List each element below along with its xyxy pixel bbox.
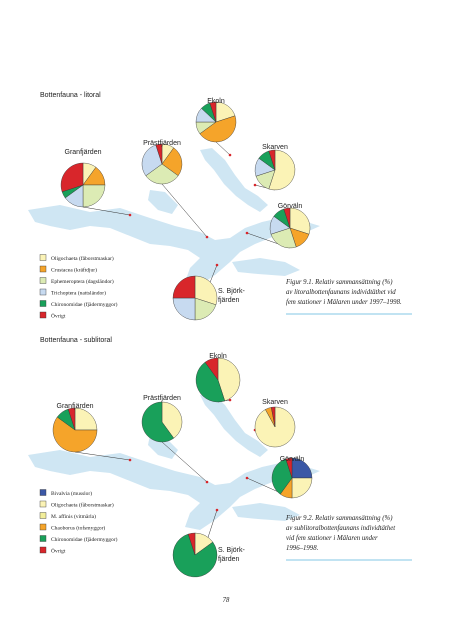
legend-label: Bivalvia (musslor) [51,490,92,497]
legend-label: M. affinis (vitmärla) [51,513,96,520]
figure-title: Bottenfauna - sublitoral [40,337,112,344]
station-label: fjärden [218,556,240,563]
pie-slice [67,407,76,431]
legend-label: Trichoptera (nattsländor) [51,290,106,297]
figure-caption: av litoralbottenfaunans individtäthet vi… [286,289,396,296]
legend-label: Övrigt [51,313,66,320]
legend-swatch [39,265,47,273]
station-label: S. Björk- [218,547,246,554]
pie-slice [172,533,218,578]
legend-swatch [39,288,47,296]
leader-line [215,141,231,156]
leader-line [74,451,131,461]
legend-swatch [39,489,47,496]
legend-swatch [39,311,47,319]
station-label: Prästfjärden [143,395,181,402]
leader-line [161,441,208,483]
leader-line [82,206,131,216]
pie-slice [268,149,276,171]
pie-slice [289,207,311,235]
legend-swatch [39,523,47,531]
pie-slice [268,149,296,191]
station-label: Prästfjärden [143,140,181,147]
pie-slice [82,184,106,208]
station-dot [205,480,209,484]
pie-slice [291,477,313,499]
pie-slice [141,144,163,177]
legend-swatch [39,300,47,307]
pie-slice [209,101,217,123]
leader-line [161,183,208,238]
legend-label: Oligochaeta (fåborstmaskar) [51,502,114,509]
station-label: Granfjärden [65,149,102,156]
pie-slice [155,143,163,165]
station-label: Skarven [262,399,288,406]
figure-caption: fem stationer i Mälaren under 1997–1998. [286,299,402,306]
legend-label: Chironomidae (fjädermyggor) [51,301,118,308]
station-label: Skarven [262,144,288,151]
legend-swatch [39,535,47,542]
pie-slice [60,162,84,193]
figure-caption: Figur 9.2. Relativ sammansättning (%) [285,515,393,522]
figure-caption: 1996–1998. [286,545,319,552]
figure-caption: av sublitoralbottenfaunans individtäthet [286,525,396,532]
figure-caption: Figur 9.1. Relativ sammansättning (%) [285,279,393,286]
station-dot [228,398,232,402]
station-label: fjärden [218,297,240,304]
station-dot [205,235,209,239]
pie-slice [271,406,276,428]
legend-label: Ephemeroptera (dagsländor) [51,278,114,285]
pie-slice [145,163,179,185]
station-dot [215,508,219,512]
pie-slice [74,407,98,431]
station-label: Görväln [278,203,303,210]
station-label: Ekoln [207,98,225,105]
legend-label: Oligochaeta (fåborstmaskar) [51,255,114,262]
station-dot [253,183,257,187]
pie-slice [270,227,297,249]
page-number: 78 [223,597,230,604]
legend-swatch [39,500,47,508]
pie-slice [217,357,241,402]
legend-label: Övrigt [51,548,66,555]
pie-slice [187,532,196,556]
pie-slice [291,457,313,479]
station-dot [245,476,249,480]
station-label: S. Björk- [218,288,246,295]
pie-slice [204,357,219,381]
legend-swatch [39,277,47,284]
legend-label: Chironomidae (fjädermyggor) [51,536,118,543]
station-dot [128,213,132,217]
legend-label: Crustacea (kräftdjur) [51,267,97,274]
pie-slice [194,275,218,306]
pie-slice [285,457,293,479]
station-label: Görväln [280,456,305,463]
legend-swatch [39,546,47,554]
legend-swatch [39,254,47,261]
pie-slice [271,458,293,495]
figure-title: Bottenfauna - litoral [40,92,101,99]
station-dot [128,458,132,462]
legend-swatch [39,512,47,519]
figure-caption: vid fem stationer i Mälaren under [286,535,378,542]
pie-slice [172,275,196,299]
pie-slice [161,147,183,177]
station-dot [228,153,232,157]
pie-slice [199,115,237,143]
station-label: Ekoln [209,353,227,360]
station-label: Granfjärden [57,403,94,410]
legend-label: Chaoborus (tofsmyggor) [51,525,105,532]
pie-slice [52,416,98,453]
pie-slice [254,406,296,448]
pie-slice [172,297,196,321]
pie-slice [195,361,226,403]
pie-slice [141,401,175,443]
pie-slice [283,207,291,229]
station-dot [215,263,219,267]
pie-slice [161,401,183,439]
station-dot [245,231,249,235]
